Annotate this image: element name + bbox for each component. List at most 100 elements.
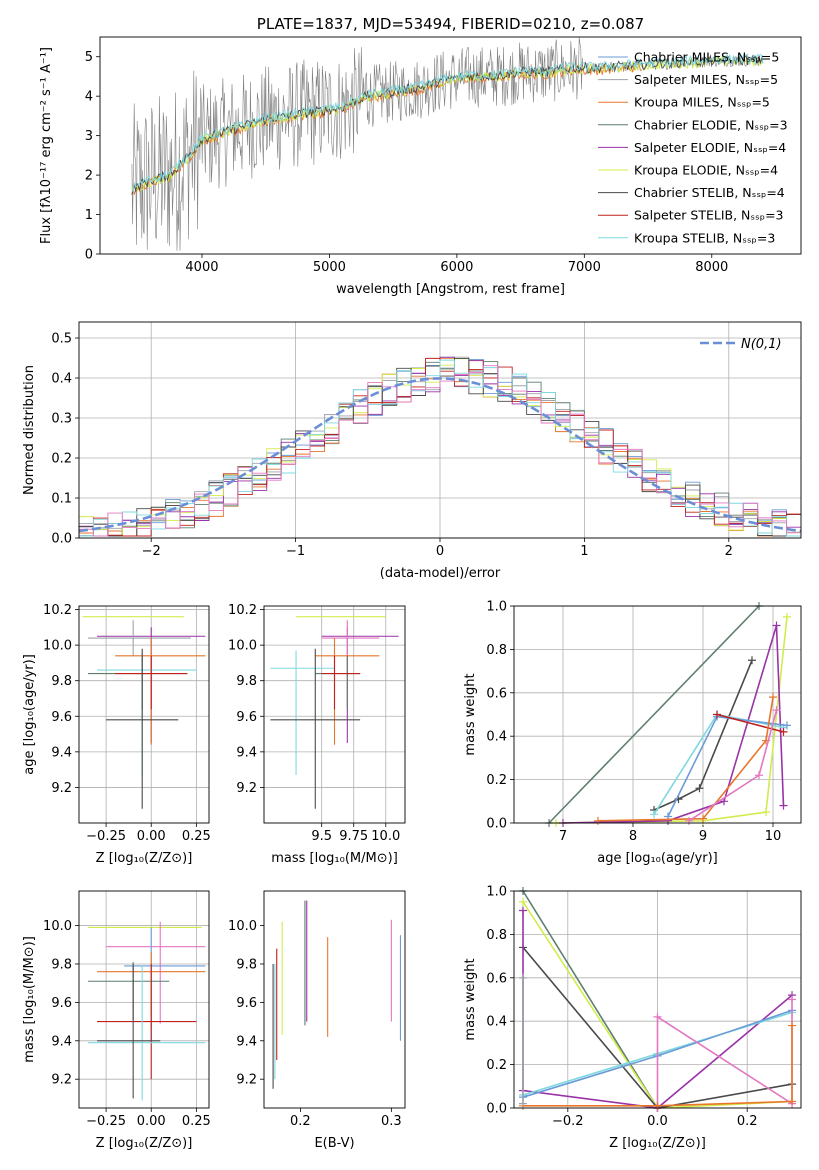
x-tick-label: 2 [725, 544, 733, 559]
axes-frame [263, 605, 406, 824]
x-tick-label: 7000 [568, 260, 601, 275]
y-tick-label: 9.8 [51, 674, 72, 689]
plot-area [78, 356, 802, 538]
y-tick-label: 3 [85, 129, 93, 144]
panel-8: −0.2 0.0 0.2 0.0 0.2 0.4 0.6 0.8 1.0 Z [log₁₀(Z/Z… [463, 885, 802, 1151]
x-tick-label: 10.0 [371, 829, 400, 844]
y-tick-label: 0.6 [486, 971, 507, 986]
legend-label: Kroupa MILES, Nₛₛₚ=5 [634, 95, 770, 110]
marker-chabrier_stelib [695, 784, 704, 793]
marker-kroupa_miles [699, 814, 707, 823]
x-tick-label: 8 [629, 829, 637, 844]
panel-6: −0.25 0.00 0.25 9.2 9.4 9.6 9.8 10.0 Z [log₁₀(Z/… [22, 890, 211, 1151]
marker-pink [685, 816, 693, 825]
legend-label: Chabrier ELODIE, Nₛₛₚ=3 [634, 117, 788, 132]
y-axis-label: Normed distribution [22, 365, 37, 495]
x-tick-label: 0.00 [137, 1114, 166, 1129]
y-tick-label: 0.1 [51, 492, 72, 507]
model-kroupa_stelib [131, 53, 764, 193]
x-axis-label: Z [log₁₀(Z/Z⊙)] [96, 1136, 193, 1151]
y-tick-label: 0.4 [486, 730, 507, 745]
y-tick-label: 0.0 [486, 1102, 507, 1117]
y-tick-label: 9.8 [236, 674, 257, 689]
y-tick-label: 0.8 [486, 928, 507, 943]
y-tick-label: 1.0 [486, 885, 507, 900]
marker-kroupa_stelib [650, 810, 658, 819]
y-tick-label: 9.2 [236, 1073, 257, 1088]
marker-salpeter_stelib [713, 710, 721, 719]
x-tick-label: 5000 [313, 260, 346, 275]
plot-area [131, 37, 764, 251]
axes-frame [263, 890, 406, 1109]
y-tick-label: 10.0 [43, 919, 72, 934]
marker-kroupa_elodie [762, 808, 770, 817]
series-kroupa_elodie [555, 616, 788, 824]
x-tick-label: 7 [559, 829, 567, 844]
plot-area [518, 887, 797, 1112]
panel-2: −2 −1 0 1 2 0.0 0.1 0.2 0.3 0.4 0.5 (data-model)/er… [22, 321, 802, 581]
x-tick-label: 9.75 [339, 829, 368, 844]
marker-salpeter_stelib [779, 727, 788, 736]
x-axis-label: mass [log₁₀(M/M⊙)] [271, 851, 398, 866]
x-tick-label: −1 [286, 544, 305, 559]
y-tick-label: 9.6 [236, 996, 257, 1011]
series-salpeter_stelib [716, 713, 784, 733]
axes-frame [78, 890, 210, 1109]
series-chabrier_stelib [653, 659, 753, 811]
marker-salpeter_miles [518, 1099, 527, 1108]
y-axis-label: mass weight [463, 673, 478, 755]
marker-kroupa_elodie [518, 897, 527, 906]
marker-chabrier_stelib [748, 656, 756, 665]
y-axis-label: Flux [fλ10⁻¹⁷ erg cm⁻² s⁻¹ A⁻¹] [39, 47, 54, 244]
legend-label: Kroupa ELODIE, Nₛₛₚ=4 [634, 163, 778, 178]
x-axis-label: Z [log₁₀(Z/Z⊙)] [609, 1136, 706, 1151]
marker-kroupa_miles [653, 1101, 662, 1110]
marker-salpeter_elodie [779, 801, 788, 810]
x-tick-label: 0.00 [137, 829, 166, 844]
x-tick-label: 1 [580, 544, 588, 559]
y-axis-label: mass weight [463, 958, 478, 1040]
y-axis-label: mass [log₁₀(M/M⊙)] [22, 936, 37, 1063]
y-tick-label: 0.6 [486, 686, 507, 701]
panel-3: −0.25 0.00 0.25 9.2 9.4 9.6 9.8 10.0 10.2 Z [log₁… [22, 603, 211, 866]
x-tick-label: 0.25 [182, 1114, 211, 1129]
x-tick-label: −2 [142, 544, 161, 559]
y-tick-label: 9.6 [51, 710, 72, 725]
y-tick-label: 4 [85, 90, 93, 105]
y-tick-label: 0.2 [486, 773, 507, 788]
x-tick-label: 6000 [440, 260, 473, 275]
legend-label: Kroupa STELIB, Nₛₛₚ=3 [634, 230, 775, 245]
x-axis-label: wavelength [Angstrom, rest frame] [336, 282, 565, 297]
x-tick-label: 9.5 [311, 829, 332, 844]
y-tick-label: 0.4 [486, 1015, 507, 1030]
x-tick-label: 0 [436, 544, 444, 559]
axes-frame [99, 36, 802, 255]
y-tick-label: 9.4 [236, 745, 257, 760]
x-tick-label: 9 [699, 829, 707, 844]
plot-area [270, 616, 399, 809]
y-tick-label: 9.2 [236, 781, 257, 796]
y-tick-label: 0.5 [51, 332, 72, 347]
chart-title: PLATE=1837, MJD=53494, FIBERID=0210, z=0… [257, 15, 644, 33]
y-tick-label: 1 [85, 208, 93, 223]
y-tick-label: 0 [85, 248, 93, 263]
y-tick-label: 0.0 [486, 817, 507, 832]
y-tick-label: 0.4 [51, 372, 72, 387]
y-tick-label: 9.8 [51, 957, 72, 972]
axes-frame [513, 605, 802, 824]
y-tick-label: 9.2 [51, 1073, 72, 1088]
x-tick-label: 0.25 [182, 829, 211, 844]
marker-pink [755, 771, 763, 780]
y-tick-label: 1.0 [486, 600, 507, 615]
marker-kroupa_miles [594, 816, 602, 825]
y-tick-label: 10.2 [228, 603, 257, 618]
x-axis-label: E(B-V) [314, 1136, 354, 1151]
x-tick-label: 0.2 [737, 1114, 758, 1129]
axes-frame [513, 890, 802, 1109]
y-tick-label: 0.3 [51, 412, 72, 427]
legend-label: Chabrier STELIB, Nₛₛₚ=4 [634, 185, 785, 200]
y-tick-label: 10.0 [43, 639, 72, 654]
y-tick-label: 2 [85, 169, 93, 184]
